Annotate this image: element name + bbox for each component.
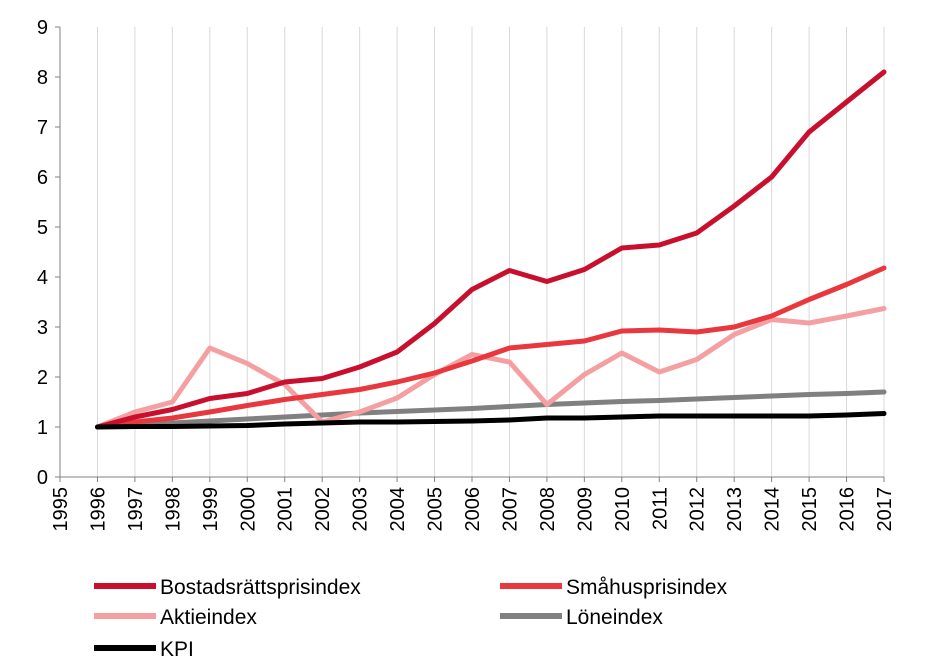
x-tick-label: 2013 — [724, 487, 746, 532]
x-tick-label: 2014 — [762, 487, 784, 532]
x-tick-label: 2002 — [312, 487, 334, 532]
y-tick-label: 1 — [37, 417, 48, 439]
y-tick-label: 2 — [37, 367, 48, 389]
x-tick-label: 2004 — [387, 487, 409, 532]
series-lines — [95, 69, 887, 430]
x-tick-label: 2012 — [687, 487, 709, 532]
y-tick-label: 8 — [37, 67, 48, 89]
legend-label-aktieindex: Aktieindex — [160, 606, 257, 629]
y-tick-label: 0 — [37, 467, 48, 489]
x-tick-label: 1999 — [200, 487, 222, 532]
y-tick-label: 7 — [37, 117, 48, 139]
series-line-löneindex — [95, 389, 887, 430]
series-line-småhusprisindex — [95, 265, 887, 430]
x-tick-label: 2015 — [799, 487, 821, 532]
x-tick-label: 2011 — [649, 487, 671, 530]
y-tick-label: 6 — [37, 167, 48, 189]
x-tick-label: 2008 — [537, 487, 559, 532]
x-tick-label: 1998 — [162, 487, 184, 532]
series-line-kpi — [95, 411, 887, 430]
x-tick-label: 2001 — [275, 487, 297, 532]
x-tick-label: 2007 — [499, 487, 521, 532]
series-line-bostadsrättsprisindex — [95, 69, 887, 430]
x-tick-label: 2010 — [612, 487, 634, 532]
legend-label-småhusprisindex: Småhusprisindex — [566, 576, 728, 599]
x-tick-label: 2006 — [462, 487, 484, 532]
x-tick-label: 2003 — [350, 487, 372, 532]
y-tick-label: 3 — [37, 317, 48, 339]
legend-label-kpi: KPI — [160, 638, 194, 661]
x-tick-label: 1995 — [50, 487, 72, 532]
x-tick-label: 2017 — [874, 487, 896, 532]
x-tick-label: 1997 — [125, 487, 147, 532]
x-tick-label: 1996 — [87, 487, 109, 532]
y-tick-labels: 0 1 2 3 4 5 6 7 8 9 — [37, 17, 60, 489]
series-line-aktieindex — [95, 306, 887, 430]
x-tick-labels: 1995 1996 1997 1998 1999 2000 2001 2002 2003 2004… — [50, 477, 896, 532]
x-tick-label: 2009 — [574, 487, 596, 532]
y-tick-label: 5 — [37, 217, 48, 239]
legend: Bostadsrättsprisindex Småhusprisindex Akti… — [94, 576, 728, 661]
legend-label-bostadsrättsprisindex: Bostadsrättsprisindex — [160, 576, 361, 599]
legend-label-löneindex: Löneindex — [566, 606, 663, 629]
x-tick-label: 2016 — [837, 487, 859, 532]
x-tick-label: 2005 — [425, 487, 447, 532]
y-tick-label: 9 — [37, 17, 48, 39]
x-tick-label: 2000 — [237, 487, 259, 532]
y-tick-label: 4 — [37, 267, 48, 289]
